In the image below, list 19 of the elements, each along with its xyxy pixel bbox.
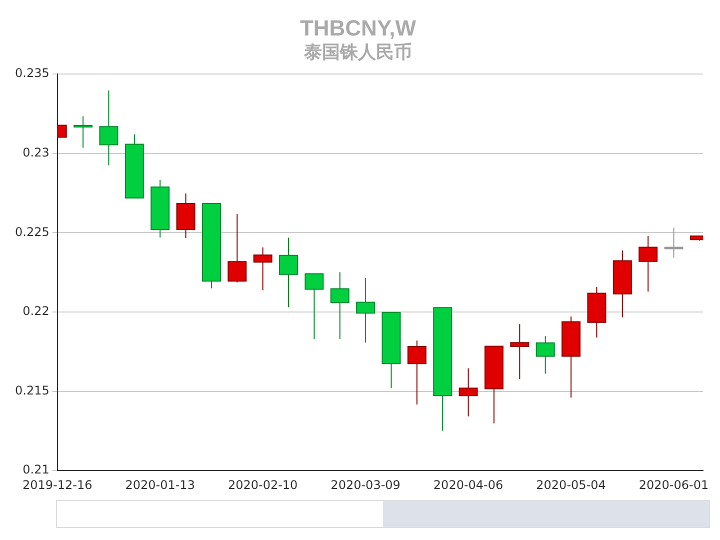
chart-title: THBCNY,W xyxy=(300,15,416,40)
x-tick-label: 2020-02-10 xyxy=(228,478,298,492)
candlestick xyxy=(99,90,118,166)
y-tick-label: 0.215 xyxy=(14,383,50,398)
y-tick-label: 0.21 xyxy=(22,462,50,477)
x-tick-label: 2020-05-04 xyxy=(536,478,606,492)
y-tick-label: 0.235 xyxy=(14,66,50,80)
x-tick-label: 2020-06-01 xyxy=(638,478,709,492)
candlestick xyxy=(638,235,658,292)
x-tick-label: 2020-04-06 xyxy=(433,478,504,492)
candlestick xyxy=(228,214,247,283)
chart-subtitle: 泰国铢人民币 xyxy=(303,42,412,63)
y-tick-label: 0.22 xyxy=(22,304,50,318)
y-tick-label: 0.23 xyxy=(22,145,50,160)
candlestick xyxy=(304,273,324,340)
x-tick-label: 2020-01-13 xyxy=(125,478,195,492)
y-tick-label: 0.225 xyxy=(14,224,50,239)
x-tick-label: 2019-12-16 xyxy=(22,478,92,492)
x-tick-label: 2020-03-09 xyxy=(330,478,400,492)
